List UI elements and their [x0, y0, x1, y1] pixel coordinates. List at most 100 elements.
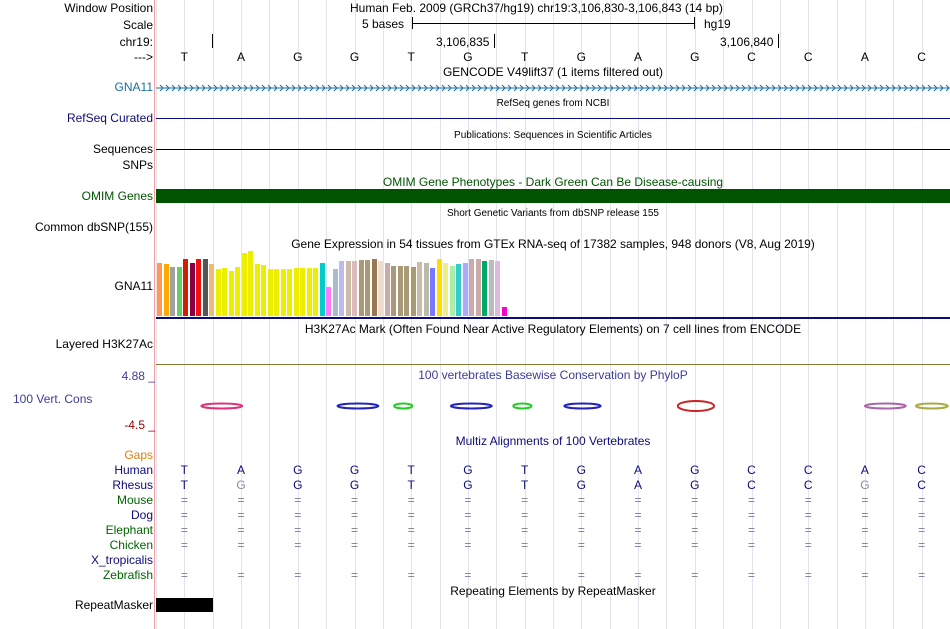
- gtex-tissue-bar[interactable]: [319, 262, 325, 316]
- gtex-tissue-bar[interactable]: [183, 258, 188, 316]
- gtex-tissue-bar[interactable]: [384, 262, 390, 316]
- alignment-base: =: [407, 523, 415, 537]
- gtex-tissue-bar[interactable]: [352, 261, 357, 316]
- species-label[interactable]: Zebrafish: [102, 568, 153, 582]
- gtex-tissue-bar[interactable]: [430, 267, 435, 316]
- h3k27ac-track-title[interactable]: H3K27Ac Mark (Often Found Near Active Re…: [304, 322, 802, 336]
- strand-chevron: [843, 84, 848, 92]
- gtex-tissue-bar[interactable]: [287, 269, 292, 316]
- dbsnp-track-title[interactable]: Short Genetic Variants from dbSNP releas…: [447, 208, 659, 219]
- phylop-track-title[interactable]: 100 vertebrates Basewise Conservation by…: [418, 368, 688, 382]
- gtex-tissue-bar[interactable]: [371, 259, 377, 316]
- gtex-tissue-bar[interactable]: [293, 267, 299, 316]
- gtex-tissue-bar[interactable]: [358, 260, 364, 316]
- gtex-tissue-bar[interactable]: [235, 267, 240, 316]
- gtex-tissue-bar[interactable]: [488, 260, 494, 316]
- gencode-track-title[interactable]: GENCODE V49lift37 (1 items filtered out): [442, 65, 664, 79]
- refseq-track-title[interactable]: RefSeq genes from NCBI: [496, 98, 610, 109]
- alignment-base: =: [521, 523, 529, 537]
- gtex-tissue-bar[interactable]: [267, 269, 273, 316]
- gtex-tissue-bar[interactable]: [345, 261, 351, 316]
- gtex-tissue-bar[interactable]: [391, 265, 396, 316]
- base-letter: A: [237, 50, 246, 64]
- gtex-tissue-bar[interactable]: [436, 258, 442, 316]
- gtex-tissue-bar[interactable]: [215, 269, 221, 316]
- gtex-tissue-bar[interactable]: [196, 259, 201, 316]
- gtex-tissue-bar[interactable]: [228, 270, 234, 316]
- gtex-tissue-bar[interactable]: [456, 264, 461, 316]
- omim-label[interactable]: OMIM Genes: [81, 189, 153, 203]
- gtex-tissue-bar[interactable]: [189, 262, 195, 316]
- gtex-track-title[interactable]: Gene Expression in 54 tissues from GTEx …: [291, 237, 815, 251]
- strand-chevron: [765, 84, 770, 92]
- omim-track-title[interactable]: OMIM Gene Phenotypes - Dark Green Can Be…: [382, 175, 724, 189]
- gtex-tissue-bar[interactable]: [469, 258, 474, 316]
- gtex-tissue-bar[interactable]: [495, 261, 500, 316]
- gtex-tissue-bar[interactable]: [378, 260, 383, 316]
- gtex-tissue-bar[interactable]: [241, 252, 247, 316]
- species-label[interactable]: Mouse: [116, 493, 153, 507]
- gtex-tissue-bar[interactable]: [404, 265, 409, 316]
- gtex-tissue-bar[interactable]: [280, 269, 286, 316]
- gtex-tissue-bar[interactable]: [222, 267, 227, 316]
- gtex-tissue-bar[interactable]: [397, 265, 403, 316]
- gtex-tissue-bar[interactable]: [170, 267, 175, 316]
- h3k27ac-label[interactable]: Layered H3K27Ac: [55, 337, 153, 351]
- publications-track-title[interactable]: Publications: Sequences in Scientific Ar…: [454, 130, 652, 141]
- gtex-tissue-bar[interactable]: [163, 264, 169, 316]
- gtex-tissue-bar[interactable]: [274, 269, 279, 316]
- alignment-base: =: [180, 523, 188, 537]
- gtex-tissue-bar[interactable]: [209, 264, 214, 316]
- gtex-tissue-bar[interactable]: [332, 269, 338, 316]
- multiz-track-title[interactable]: Multiz Alignments of 100 Vertebrates: [455, 434, 651, 448]
- alignment-base: =: [691, 523, 699, 537]
- gtex-tissue-bar[interactable]: [176, 267, 182, 316]
- gtex-tissue-bar[interactable]: [254, 264, 260, 316]
- phylop-conservation-plot[interactable]: [156, 398, 950, 422]
- gtex-tissue-bar[interactable]: [300, 267, 305, 316]
- gtex-tissue-bar[interactable]: [248, 251, 253, 316]
- gtex-tissue-bar[interactable]: [339, 261, 344, 316]
- species-label[interactable]: Human: [114, 463, 153, 477]
- gtex-expression-chart[interactable]: [156, 251, 536, 316]
- gtex-tissue-bar[interactable]: [202, 259, 208, 316]
- gtex-tissue-bar[interactable]: [306, 267, 312, 316]
- gtex-tissue-bar[interactable]: [475, 258, 481, 316]
- gtex-tissue-bar[interactable]: [313, 267, 318, 316]
- gencode-gene-model[interactable]: [156, 82, 950, 94]
- species-label[interactable]: Elephant: [105, 523, 153, 537]
- gtex-tissue-bar[interactable]: [417, 262, 422, 316]
- dbsnp-label[interactable]: Common dbSNP(155): [34, 220, 153, 234]
- gtex-tissue-bar[interactable]: [365, 260, 370, 316]
- sequences-label[interactable]: Sequences: [92, 142, 153, 156]
- phylop-logo-mark: [449, 402, 493, 410]
- phylop-label[interactable]: 100 Vert. Cons: [13, 392, 93, 406]
- snps-label[interactable]: SNPs: [122, 158, 153, 172]
- refseq-label[interactable]: RefSeq Curated: [66, 111, 153, 125]
- grid-line: [779, 0, 781, 629]
- species-label[interactable]: Chicken: [109, 538, 153, 552]
- gtex-tissue-bar[interactable]: [449, 265, 455, 316]
- gtex-gene-label[interactable]: GNA11: [114, 279, 153, 293]
- gtex-tissue-bar[interactable]: [462, 262, 468, 316]
- alignment-base: T: [407, 478, 415, 492]
- refseq-gene-line[interactable]: [156, 118, 950, 119]
- gtex-tissue-bar[interactable]: [326, 287, 331, 316]
- gtex-tissue-bar[interactable]: [261, 265, 266, 316]
- gencode-gene-label[interactable]: GNA11: [114, 80, 153, 94]
- gtex-tissue-bar[interactable]: [443, 262, 448, 316]
- gtex-tissue-bar[interactable]: [482, 261, 487, 316]
- publications-line[interactable]: [156, 149, 950, 150]
- gtex-tissue-bar[interactable]: [423, 262, 429, 316]
- gtex-tissue-bar[interactable]: [410, 266, 416, 316]
- gtex-tissue-bar[interactable]: [157, 262, 162, 316]
- species-label[interactable]: Dog: [130, 508, 153, 522]
- gtex-tissue-bar[interactable]: [501, 306, 507, 316]
- species-label[interactable]: Rhesus: [112, 478, 153, 492]
- omim-phenotype-bar[interactable]: [156, 189, 950, 203]
- species-label[interactable]: X_tropicalis: [90, 553, 153, 567]
- repeat-element[interactable]: [156, 598, 213, 612]
- repeatmasker-label[interactable]: RepeatMasker: [74, 598, 153, 612]
- repeatmasker-track-title[interactable]: Repeating Elements by RepeatMasker: [450, 584, 656, 598]
- gaps-label[interactable]: Gaps: [124, 448, 153, 462]
